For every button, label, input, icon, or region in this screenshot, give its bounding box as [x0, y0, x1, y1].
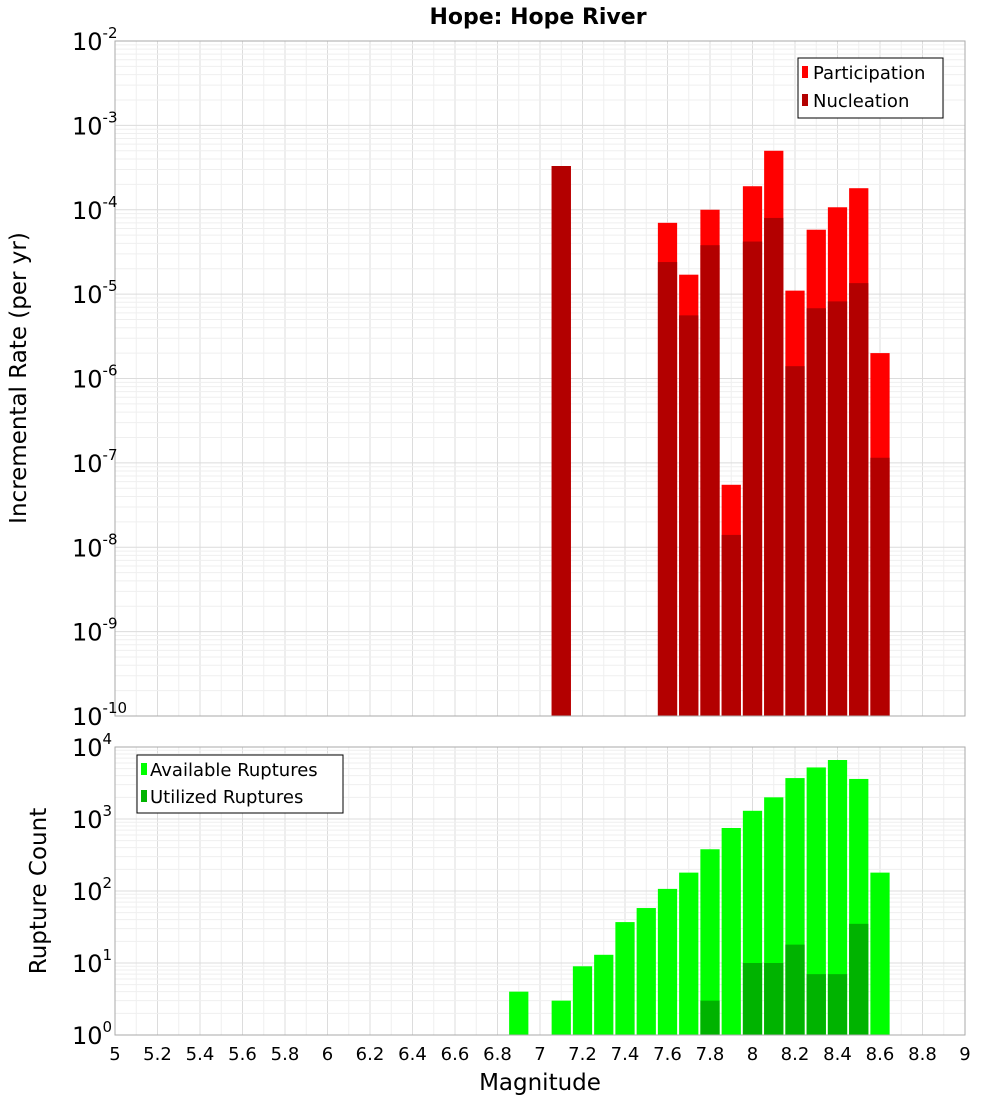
bottom-y-axis-label: Rupture Count [26, 808, 52, 974]
bottom-bar-available-ruptures [827, 759, 848, 1035]
top-bar-nucleation [551, 166, 571, 717]
x-tick: 8 [747, 1044, 758, 1065]
top-y-tick: 10-7 [72, 446, 118, 478]
bottom-bar-available-ruptures [806, 767, 826, 1035]
top-y-axis-label: Incremental Rate (per yr) [6, 232, 32, 524]
top-legend: Participation Nucleation [797, 57, 944, 119]
bottom-legend-box [136, 754, 344, 814]
x-tick: 8.4 [823, 1044, 852, 1065]
x-tick: 9 [959, 1044, 970, 1065]
x-tick: 5.2 [143, 1044, 172, 1065]
top-y-tick: 10-2 [72, 24, 118, 56]
top-y-tick: 10-5 [72, 277, 118, 309]
bottom-y-tick: 100 [72, 1018, 112, 1050]
bottom-y-tick: 102 [72, 874, 112, 906]
top-bar-nucleation [679, 315, 699, 716]
x-tick: 5 [109, 1044, 120, 1065]
bottom-bar-utilized-ruptures [806, 974, 826, 1035]
x-tick-labels: 5 5.2 5.4 5.6 5.8 6 6.2 6.4 6.6 6.8 7 7.2 7.4 7.6 7.8 8… [109, 1044, 970, 1065]
legend-label-participation: Participation [813, 63, 925, 84]
x-tick: 7.4 [611, 1044, 640, 1065]
x-tick: 7.6 [653, 1044, 682, 1065]
bottom-bar-available-ruptures [700, 849, 720, 1035]
bottom-bar-utilized-ruptures [849, 923, 869, 1035]
bottom-bar-utilized-ruptures [764, 963, 784, 1035]
x-tick: 6.6 [441, 1044, 470, 1065]
top-y-tick: 10-10 [72, 699, 127, 731]
top-y-tick: 10-3 [72, 108, 118, 140]
bottom-bar-available-ruptures [721, 827, 741, 1035]
bottom-bar-available-ruptures [572, 966, 593, 1035]
x-tick: 8.8 [908, 1044, 937, 1065]
bottom-bar-available-ruptures [679, 872, 699, 1035]
legend-swatch-utilized-ruptures [141, 790, 147, 802]
bottom-y-tick: 104 [72, 730, 112, 762]
top-y-tick: 10-6 [72, 362, 118, 394]
bottom-bar-available-ruptures [551, 1000, 571, 1035]
top-bar-nucleation [764, 217, 784, 716]
x-axis-label: Magnitude [479, 1070, 601, 1096]
top-bars [551, 150, 890, 717]
x-tick: 5.4 [186, 1044, 215, 1065]
bottom-bar-available-ruptures [509, 991, 529, 1035]
top-y-tick-labels: 10-10 10-9 10-8 10-7 10-6 10-5 10-4 10-3 10-2 [72, 24, 127, 731]
x-tick: 5.8 [271, 1044, 300, 1065]
x-tick: 6 [322, 1044, 333, 1065]
legend-label-available-ruptures: Available Ruptures [150, 760, 318, 781]
top-y-tick: 10-4 [72, 193, 118, 225]
x-tick: 7 [534, 1044, 545, 1065]
legend-label-nucleation: Nucleation [813, 91, 909, 112]
legend-swatch-nucleation [802, 94, 808, 106]
top-y-tick: 10-8 [72, 530, 118, 562]
bottom-bar-utilized-ruptures [700, 1000, 720, 1035]
bottom-bar-utilized-ruptures [827, 974, 848, 1035]
top-bar-nucleation [806, 308, 826, 716]
bottom-bar-utilized-ruptures [785, 944, 805, 1035]
bottom-bar-utilized-ruptures [742, 963, 763, 1035]
top-legend-box [797, 57, 944, 119]
bottom-bars [509, 759, 890, 1035]
chart-title: Hope: Hope River [429, 5, 646, 30]
bottom-y-tick: 101 [72, 946, 112, 978]
x-tick: 7.2 [568, 1044, 597, 1065]
bottom-bar-available-ruptures [636, 908, 656, 1035]
top-y-tick: 10-9 [72, 615, 118, 647]
top-bar-nucleation [721, 534, 741, 716]
bottom-bar-available-ruptures [615, 922, 635, 1035]
top-bar-nucleation [827, 301, 848, 716]
top-bar-nucleation [849, 283, 869, 716]
bottom-bar-available-ruptures [657, 888, 678, 1035]
bottom-plot-border [114, 746, 966, 1036]
legend-swatch-participation [802, 66, 808, 78]
bottom-bar-available-ruptures [594, 954, 614, 1035]
x-tick: 6.4 [398, 1044, 427, 1065]
legend-swatch-available-ruptures [141, 763, 147, 775]
legend-label-utilized-ruptures: Utilized Ruptures [150, 787, 303, 808]
x-tick: 6.2 [356, 1044, 385, 1065]
top-bar-nucleation [657, 262, 678, 716]
top-bar-nucleation [700, 245, 720, 717]
bottom-legend: Available Ruptures Utilized Ruptures [136, 754, 344, 814]
top-bar-nucleation [742, 241, 763, 717]
bottom-y-tick-labels: 100 101 102 103 104 [72, 730, 112, 1050]
top-plot-border [114, 40, 966, 717]
x-tick: 8.6 [866, 1044, 895, 1065]
x-tick: 6.8 [483, 1044, 512, 1065]
top-bar-nucleation [785, 366, 805, 716]
top-bar-nucleation [870, 457, 890, 716]
x-tick: 5.6 [228, 1044, 257, 1065]
bottom-bar-available-ruptures [870, 872, 890, 1035]
x-tick: 8.2 [781, 1044, 810, 1065]
bottom-y-tick: 103 [72, 802, 112, 834]
x-tick: 7.8 [696, 1044, 725, 1065]
